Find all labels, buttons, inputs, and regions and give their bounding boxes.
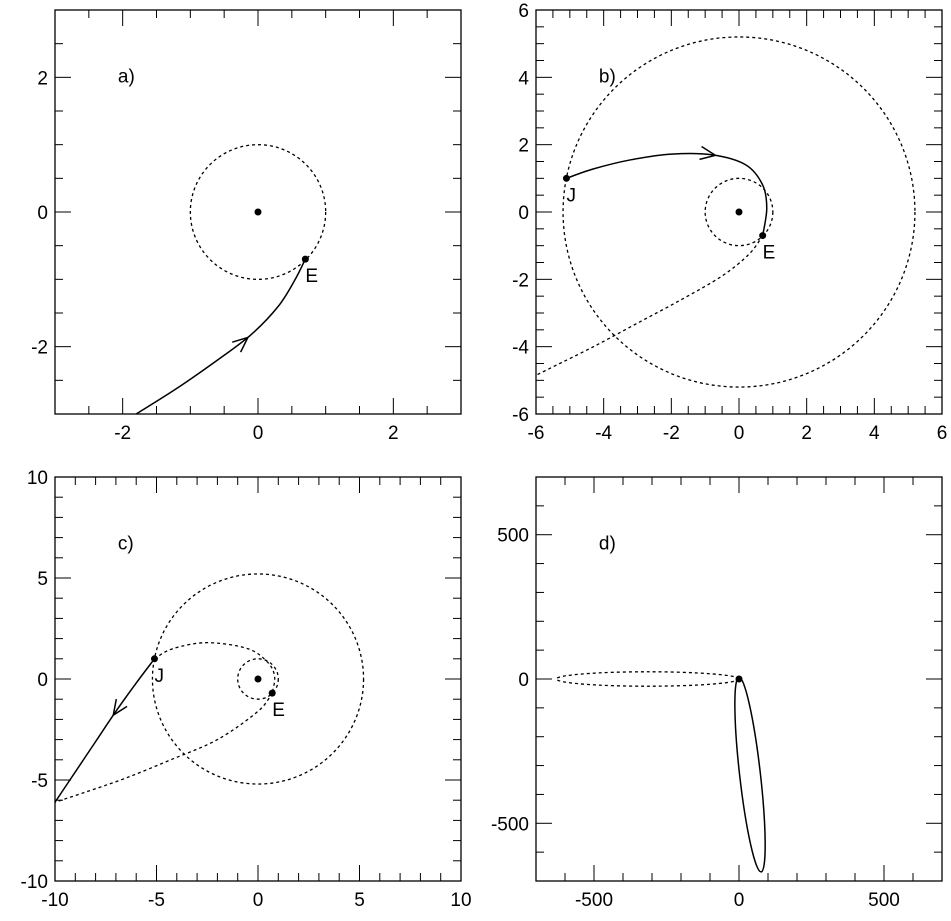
point-e: [268, 689, 276, 697]
x-tick-label: 2: [801, 423, 812, 444]
tick-marks: [535, 476, 943, 882]
direction-arrow: [112, 698, 128, 717]
x-tick-label: 4: [869, 423, 880, 444]
trajectory-dotted: [536, 235, 764, 376]
y-tick-label: 0: [37, 203, 48, 224]
y-tick-label: 10: [27, 468, 48, 489]
y-tick-label: 6: [518, 1, 529, 22]
x-tick-label: 0: [253, 890, 264, 911]
x-tick-label: -2: [114, 423, 131, 444]
y-tick-label: 0: [518, 203, 529, 224]
central-point: [254, 208, 262, 216]
trajectory-solid: [135, 258, 307, 414]
direction-arrow: [699, 145, 718, 161]
point-label: E: [272, 700, 285, 721]
x-tick-label: -4: [595, 423, 612, 444]
panel-c: -10 -5 0 5 10 -10 -5 0 5 10 c) J E: [21, 468, 472, 911]
panel-label: a): [118, 67, 135, 88]
x-tick-label: 10: [450, 890, 471, 911]
y-tick-label: -2: [512, 270, 529, 291]
y-tick-label: 2: [518, 136, 529, 157]
point-j: [562, 174, 570, 182]
y-tick-label: 0: [37, 670, 48, 691]
panel-label: b): [599, 67, 616, 88]
panel-b: -6 -4 -2 0 2 4 6 -6 -4 -2 0 2 4 6 b) J E: [512, 1, 947, 444]
orbit-ellipse: [555, 671, 740, 687]
x-tick-label: 5: [354, 890, 365, 911]
x-tick-label: 6: [937, 423, 948, 444]
y-tick-label: -4: [512, 338, 529, 359]
orbit-circle: [704, 177, 774, 247]
y-tick-label: -5: [31, 771, 48, 792]
central-point: [735, 675, 743, 683]
x-tick-label: 500: [868, 890, 900, 911]
tick-marks: [535, 9, 943, 415]
orbit-ellipse: [734, 676, 766, 873]
x-tick-label: 0: [734, 890, 745, 911]
x-tick-label: -500: [575, 890, 613, 911]
point-e: [301, 255, 309, 263]
x-tick-label: -2: [663, 423, 680, 444]
plot-area: [135, 144, 327, 414]
y-tick-label: -500: [491, 814, 529, 835]
trajectory-dotted: [154, 641, 276, 694]
orbit-circle: [189, 144, 327, 280]
point-e: [759, 232, 767, 240]
point-label: E: [763, 243, 776, 264]
plot-area: [55, 573, 365, 803]
panel-label: d): [599, 534, 616, 555]
plot-area: [536, 36, 916, 388]
y-tick-label: 2: [37, 68, 48, 89]
y-tick-label: 500: [497, 526, 529, 547]
tick-marks: [54, 476, 462, 882]
x-tick-label: 2: [388, 423, 399, 444]
y-tick-label: 0: [518, 670, 529, 691]
trajectory-solid: [55, 658, 156, 803]
y-tick-label: -10: [21, 872, 48, 893]
orbit-circle: [237, 658, 279, 700]
x-tick-label: 0: [734, 423, 745, 444]
direction-arrow: [232, 336, 250, 353]
point-label: J: [566, 185, 576, 206]
x-tick-label: -6: [528, 423, 545, 444]
x-tick-label: -10: [41, 890, 68, 911]
orbit-circle: [562, 36, 916, 388]
orbit-circle: [151, 573, 365, 785]
point-label: J: [154, 666, 164, 687]
x-tick-label: 0: [253, 423, 264, 444]
point-j: [150, 655, 158, 663]
central-point: [735, 208, 743, 216]
panel-label: c): [118, 534, 134, 555]
panel-a: -2 0 2 -2 0 2 a) E: [31, 9, 462, 444]
y-tick-label: -6: [512, 405, 529, 426]
central-point: [254, 675, 262, 683]
y-tick-label: -2: [31, 338, 48, 359]
y-tick-label: 4: [518, 68, 529, 89]
plot-area: [555, 671, 766, 873]
trajectory-dotted: [55, 692, 273, 803]
tick-marks: [54, 9, 462, 415]
panel-d: -500 0 500 -500 0 500 d): [491, 476, 943, 911]
point-label: E: [305, 266, 318, 287]
x-tick-label: -5: [148, 890, 165, 911]
trajectory-solid: [566, 152, 768, 236]
y-tick-label: 5: [37, 569, 48, 590]
